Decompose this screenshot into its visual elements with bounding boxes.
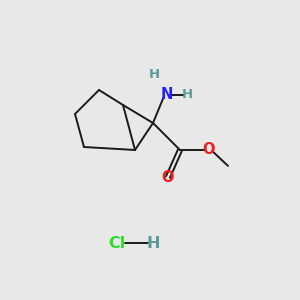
Text: H: H bbox=[149, 68, 160, 82]
Text: O: O bbox=[202, 142, 215, 158]
Text: H: H bbox=[182, 88, 193, 101]
Text: H: H bbox=[146, 236, 160, 250]
Text: Cl: Cl bbox=[108, 236, 126, 250]
Text: N: N bbox=[160, 87, 173, 102]
Text: O: O bbox=[162, 169, 174, 184]
